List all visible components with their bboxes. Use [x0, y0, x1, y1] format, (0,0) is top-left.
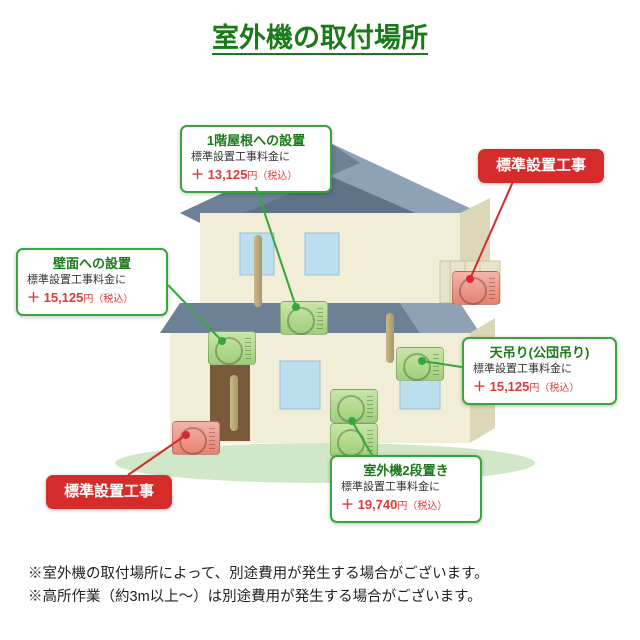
note-1: ※室外機の取付場所によって、別途費用が発生する場合がございます。 [28, 563, 612, 585]
callout-title: 標準設置工事 [489, 156, 593, 176]
unit-wall [208, 331, 256, 365]
callout-price: ＋ 15,125 [473, 379, 529, 394]
callout-sub: 標準設置工事料金に [27, 273, 157, 288]
diagram-area: 1階屋根への設置 標準設置工事料金に ＋ 13,125円（税込） 壁面への設置 … [0, 63, 640, 513]
callout-sub: 標準設置工事料金に [191, 150, 321, 165]
callout-roof1f: 1階屋根への設置 標準設置工事料金に ＋ 13,125円（税込） [180, 125, 332, 193]
callout-title: 1階屋根への設置 [191, 132, 321, 150]
pipe-3 [230, 375, 238, 431]
callout-title: 天吊り(公団吊り) [473, 344, 606, 362]
callout-standard-top: 標準設置工事 [478, 149, 604, 183]
callout-double: 室外機2段置き 標準設置工事料金に ＋ 19,740円（税込） [330, 455, 482, 523]
callout-suffix: 円（税込） [397, 501, 447, 512]
unit-roof [280, 301, 328, 335]
pipe-1 [254, 235, 262, 307]
callout-suffix: 円（税込） [83, 294, 133, 305]
callout-standard-bottom: 標準設置工事 [46, 475, 172, 509]
title-text: 室外機の取付場所 [212, 23, 428, 53]
callout-price: ＋ 15,125 [27, 290, 83, 305]
callout-title: 壁面への設置 [27, 255, 157, 273]
callout-suffix: 円（税込） [529, 383, 579, 394]
callout-sub: 標準設置工事料金に [341, 480, 471, 495]
footer-notes: ※室外機の取付場所によって、別途費用が発生する場合がございます。 ※高所作業（約… [28, 563, 612, 608]
unit-ground [172, 421, 220, 455]
unit-balcony [452, 271, 500, 305]
callout-suffix: 円（税込） [247, 171, 297, 182]
callout-price: ＋ 13,125 [191, 167, 247, 182]
callout-price: ＋ 19,740 [341, 497, 397, 512]
callout-title: 標準設置工事 [57, 482, 161, 502]
note-2: ※高所作業（約3m以上～）は別途費用が発生する場合がございます。 [28, 586, 612, 608]
pipe-2 [386, 313, 394, 363]
callout-ceiling: 天吊り(公団吊り) 標準設置工事料金に ＋ 15,125円（税込） [462, 337, 617, 405]
callout-wall: 壁面への設置 標準設置工事料金に ＋ 15,125円（税込） [16, 248, 168, 316]
unit-ceiling [396, 347, 444, 381]
page-title: 室外機の取付場所 [0, 0, 640, 55]
callout-sub: 標準設置工事料金に [473, 362, 606, 377]
unit-double-top [330, 389, 378, 423]
callout-title: 室外機2段置き [341, 462, 471, 480]
unit-double-bot [330, 423, 378, 457]
